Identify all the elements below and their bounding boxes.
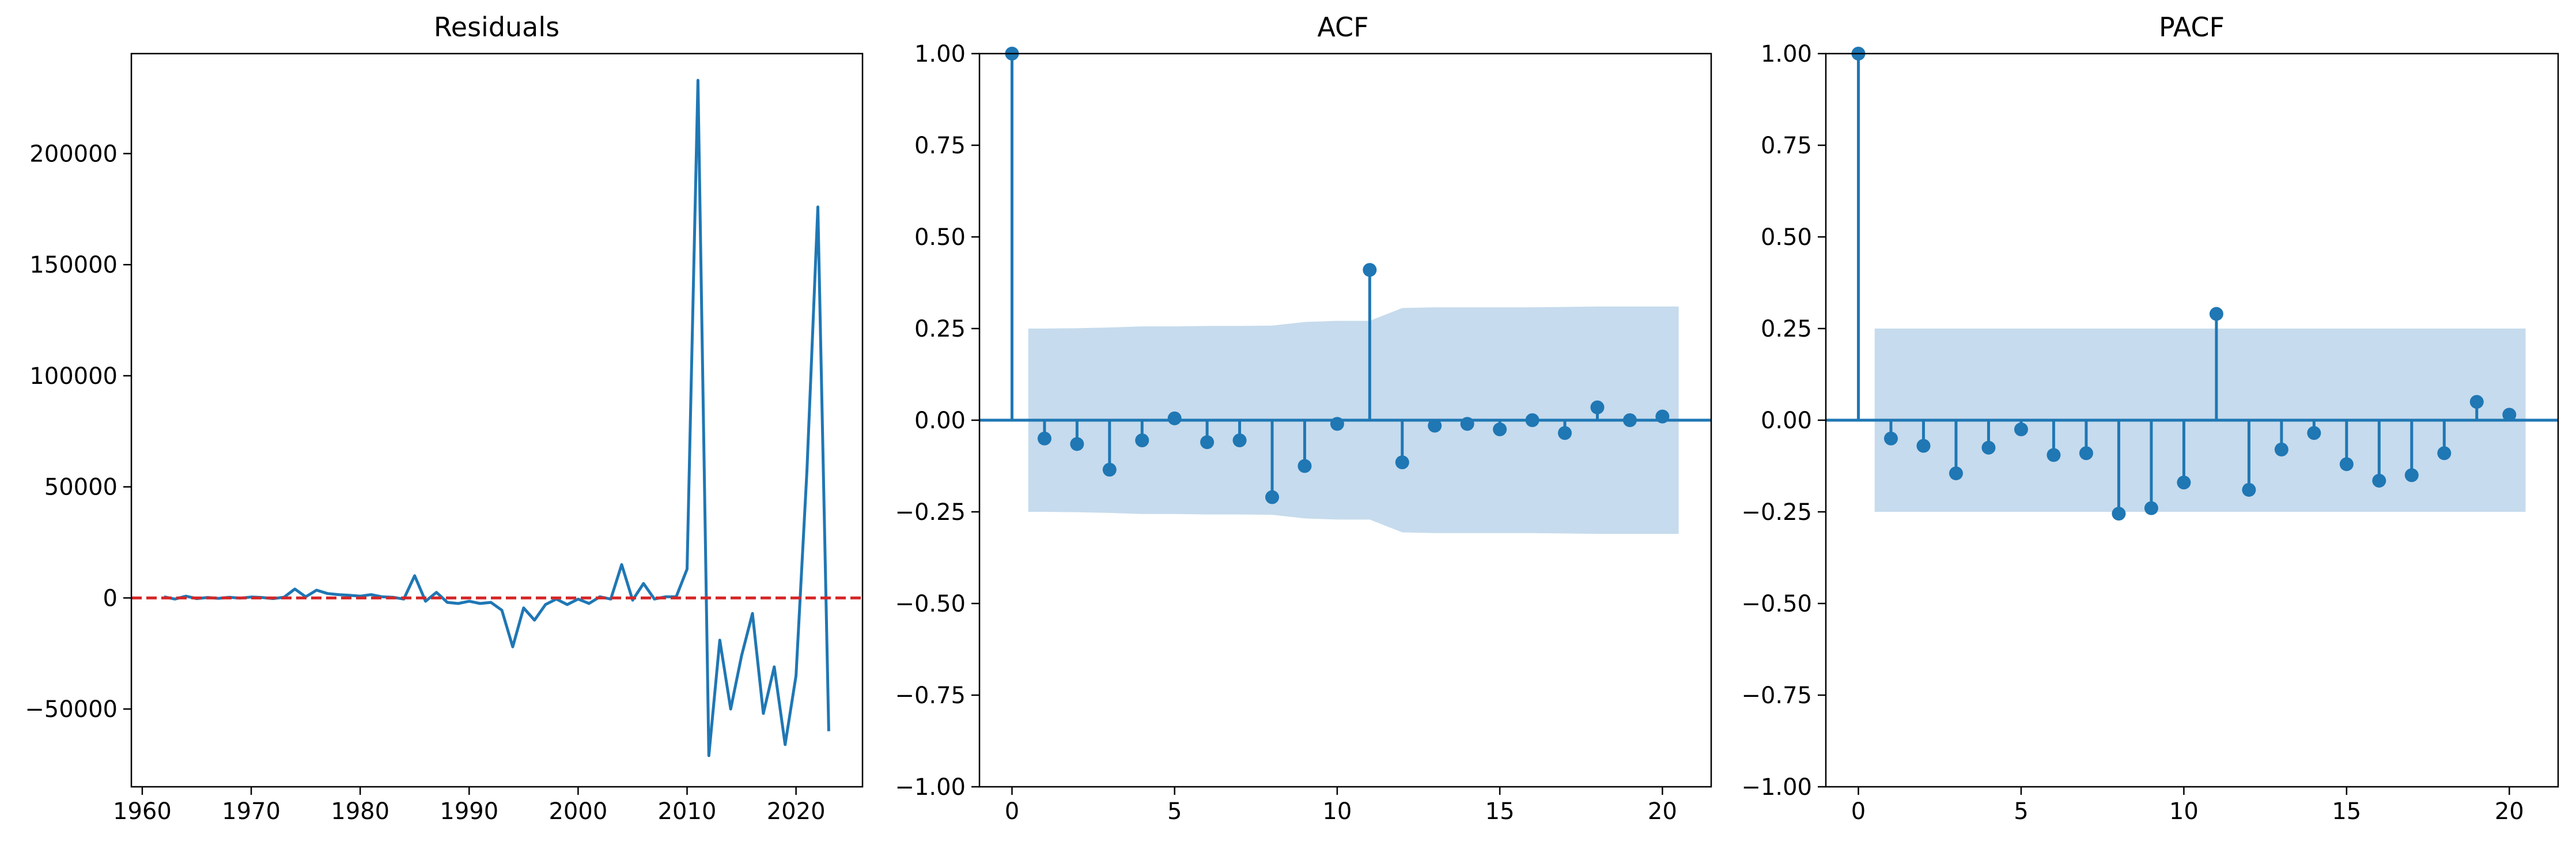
residuals-x-tick-label: 2020 (767, 798, 826, 825)
pacf-point (2339, 457, 2354, 471)
acf-title: ACF (1317, 12, 1368, 43)
pacf-panel: PACF 0 5 10 15 20 −1.00 −0.75 −0.50 −0.25 0.00 0.2… (1741, 12, 2559, 825)
acf-y-tick-label: 0.75 (914, 133, 966, 159)
pacf-point (1883, 431, 1898, 446)
pacf-y-tick-label: −1.00 (1741, 774, 1812, 801)
pacf-point (2502, 408, 2517, 422)
acf-point (1622, 413, 1637, 427)
pacf-point (2177, 476, 2191, 490)
acf-point (1330, 417, 1344, 431)
pacf-point (2014, 422, 2028, 436)
acf-point (1200, 435, 1215, 450)
pacf-point (2112, 507, 2126, 521)
pacf-point (2144, 501, 2158, 515)
pacf-plot-area: 0 5 10 15 20 −1.00 −0.75 −0.50 −0.25 0.00 0.25 0.50… (1741, 41, 2559, 825)
acf-point (1525, 413, 1539, 427)
residuals-y-tick-label: 200000 (29, 141, 118, 167)
residuals-x-tick-label: 1980 (331, 798, 389, 825)
acf-panel: ACF 0 5 10 15 20 −1.00 −0.75 −0.50 −0.25 0.00 0.25… (895, 12, 1712, 825)
residuals-y-tick-label: −50000 (25, 696, 118, 723)
pacf-x-tick-label: 0 (1851, 798, 1866, 825)
acf-y-tick-label: −0.50 (895, 591, 966, 617)
residuals-series-group (131, 78, 863, 757)
acf-point (1590, 400, 1605, 414)
acf-y-tick-label: 0.25 (914, 316, 966, 342)
acf-point (1558, 426, 1572, 440)
acf-point (1428, 418, 1442, 433)
acf-x-tick-label: 20 (1648, 798, 1677, 825)
acf-x-tick-label: 5 (1167, 798, 1182, 825)
pacf-x-tick-label: 5 (2014, 798, 2028, 825)
acf-point (1167, 411, 1182, 425)
pacf-point (2372, 473, 2386, 488)
pacf-x-tick-label: 20 (2495, 798, 2524, 825)
pacf-point (2404, 468, 2419, 482)
acf-point (1232, 433, 1247, 447)
pacf-title: PACF (2159, 12, 2225, 43)
pacf-point (2047, 448, 2061, 462)
pacf-x-tick-label: 15 (2332, 798, 2361, 825)
pacf-point (2307, 426, 2321, 440)
residuals-x-tick-label: 1970 (222, 798, 281, 825)
acf-x-tick-label: 15 (1485, 798, 1515, 825)
residuals-axes-frame (130, 52, 864, 788)
acf-point (1037, 431, 1051, 446)
pacf-point (2209, 307, 2223, 321)
residuals-y-tick-label: 100000 (29, 363, 118, 390)
residuals-x-tick-label: 1960 (113, 798, 172, 825)
pacf-y-tick-label: −0.75 (1741, 682, 1812, 709)
pacf-y-tick-label: 0.25 (1761, 316, 1812, 342)
acf-point (1460, 417, 1474, 431)
residuals-x-tick-label: 1990 (440, 798, 498, 825)
pacf-point (1981, 440, 1996, 455)
acf-point (1135, 433, 1149, 447)
acf-y-tick-label: −0.25 (895, 499, 966, 526)
pacf-y-tick-label: −0.25 (1741, 499, 1812, 526)
acf-plot-area: 0 5 10 15 20 −1.00 −0.75 −0.50 −0.25 0.00 0.25 0.50… (895, 41, 1712, 825)
acf-y-tick-label: −0.75 (895, 682, 966, 709)
residuals-panel: Residuals 1960 1970 1980 1990 2000 2010 2020 −5… (25, 12, 864, 825)
residuals-title: Residuals (434, 12, 559, 43)
pacf-y-tick-label: 0.75 (1761, 133, 1812, 159)
pacf-y-tick-label: 1.00 (1761, 41, 1812, 67)
acf-point (1655, 409, 1670, 424)
pacf-point (2469, 395, 2484, 409)
residuals-plot-area: 1960 1970 1980 1990 2000 2010 2020 −50000 0 50000… (25, 52, 864, 825)
pacf-y-tick-label: −0.50 (1741, 591, 1812, 617)
pacf-y-tick-label: 0.50 (1761, 224, 1812, 251)
residuals-y-tick-label: 150000 (29, 252, 118, 278)
acf-y-tick-label: 1.00 (914, 41, 966, 67)
pacf-point (1949, 466, 1963, 481)
acf-y-tick-label: 0.00 (914, 408, 966, 434)
acf-point (1070, 437, 1084, 451)
residuals-y-tick-label: 50000 (44, 474, 118, 501)
acf-x-tick-label: 10 (1322, 798, 1352, 825)
acf-point (1493, 422, 1507, 436)
acf-x-tick-label: 0 (1005, 798, 1019, 825)
acf-y-tick-label: −1.00 (895, 774, 966, 801)
pacf-x-tick-label: 10 (2169, 798, 2199, 825)
acf-axes-frame (978, 52, 1712, 788)
acf-point (1102, 462, 1117, 477)
acf-point (1363, 263, 1377, 277)
residuals-x-tick-label: 2010 (658, 798, 717, 825)
pacf-point (2242, 482, 2256, 497)
pacf-point (2437, 446, 2452, 461)
acf-y-tick-label: 0.50 (914, 224, 966, 251)
residuals-y-tick-label: 0 (103, 585, 118, 612)
pacf-point (2079, 446, 2093, 461)
pacf-axes-frame (1825, 52, 2559, 788)
acf-point (1395, 455, 1409, 470)
acf-point (1265, 490, 1279, 504)
residuals-x-tick-label: 2000 (549, 798, 607, 825)
pacf-point (1916, 439, 1931, 453)
pacf-y-tick-label: 0.00 (1761, 408, 1812, 434)
pacf-point (2274, 442, 2288, 457)
acf-point (1298, 459, 1312, 473)
